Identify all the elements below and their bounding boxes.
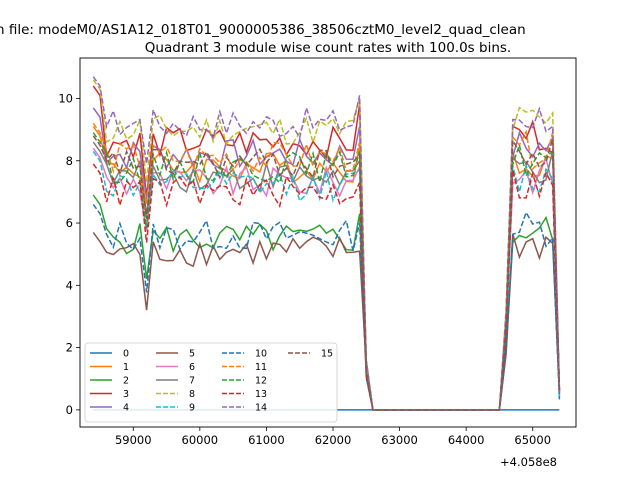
y-tick-label: 10 [58,91,73,105]
legend-label-8: 8 [189,389,195,400]
legend-label-5: 5 [189,349,195,360]
legend-frame [84,342,338,423]
plot-area: 59000 60000 61000 62000 63000 64000 65000 0 2 4 6… [58,57,577,447]
y-tick-label: 4 [66,278,73,292]
legend-label-6: 6 [189,362,195,373]
y-tick-label: 2 [66,341,73,355]
series-line-13 [92,163,561,411]
legend-label-3: 3 [123,389,129,400]
series-layer [92,76,561,411]
legend-label-13: 13 [255,389,267,400]
legend-label-12: 12 [255,376,267,387]
series-line-14 [92,76,561,411]
x-tick-label: 60000 [182,433,219,447]
x-tick-label: 61000 [248,433,285,447]
legend-label-7: 7 [189,376,195,387]
x-tick-label: 62000 [315,433,352,447]
y-tick-label: 6 [66,216,73,230]
x-offset-label: +4.058e8 [500,455,557,469]
legend-label-0: 0 [123,349,129,360]
x-tick-label: 65000 [514,433,551,447]
x-tick-label: 59000 [115,433,152,447]
legend-label-15: 15 [321,349,333,360]
legend-label-9: 9 [189,403,195,414]
figure-suptitle: n file: modeM0/AS1A12_018T01_9000005386_… [0,22,526,38]
legend-label-14: 14 [255,403,267,414]
axes-frame [79,57,577,428]
y-tick-label: 0 [66,403,73,417]
x-axis: 59000 60000 61000 62000 63000 64000 65000 [115,427,551,447]
legend-label-11: 11 [255,362,267,373]
legend-label-10: 10 [255,349,267,360]
legend-label-2: 2 [123,376,129,387]
series-line-15 [92,135,561,411]
x-tick-label: 63000 [381,433,418,447]
legend-label-1: 1 [123,362,129,373]
y-tick-label: 8 [66,154,73,168]
chart-title: Quadrant 3 module wise count rates with … [145,40,511,56]
x-tick-label: 64000 [448,433,485,447]
legend-label-4: 4 [123,403,129,414]
y-axis: 0 2 4 6 8 10 [58,91,80,417]
series-line-9 [92,150,561,411]
